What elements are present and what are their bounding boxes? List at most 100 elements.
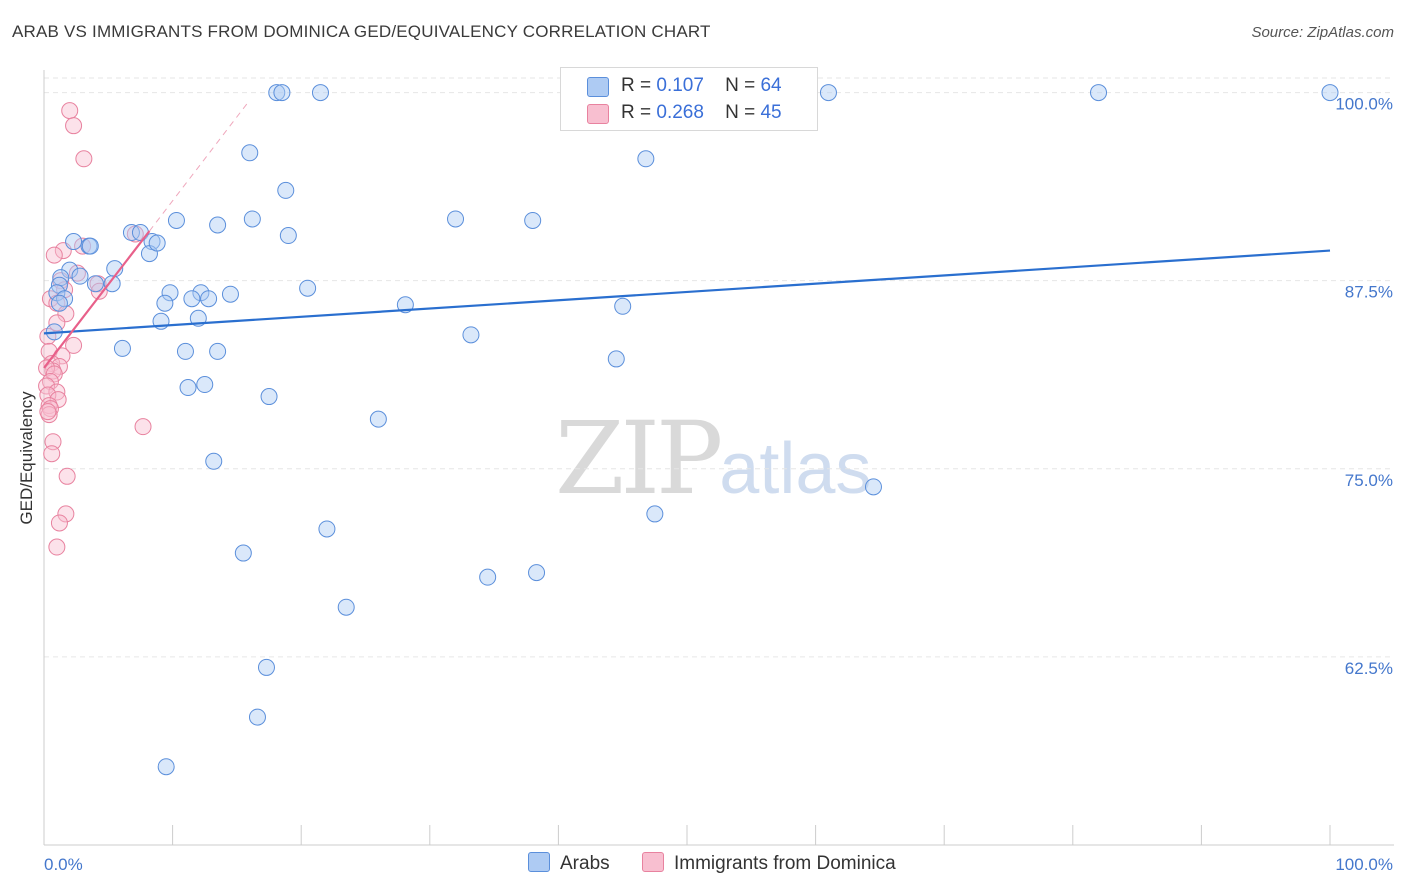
arabs-point [148, 234, 166, 252]
y-tick-label: 62.5% [1345, 659, 1393, 678]
arabs-point [447, 210, 465, 228]
arabs-point [209, 342, 227, 360]
chart-title: ARAB VS IMMIGRANTS FROM DOMINICA GED/EQU… [12, 22, 711, 41]
arabs-point [819, 84, 837, 102]
legend-r-label: R = [621, 75, 652, 96]
watermark-zip: ZIP [555, 400, 723, 517]
dominica-point [50, 514, 68, 532]
arabs-point [311, 84, 329, 102]
arabs-point [277, 181, 295, 199]
dominica-point [57, 505, 75, 523]
legend-swatch-dominica [587, 104, 609, 124]
arabs-point [234, 544, 252, 562]
arabs-point [157, 758, 175, 776]
dominica-trend-extension [149, 99, 251, 232]
axes [43, 70, 1394, 846]
arabs-point [607, 350, 625, 368]
arabs-point [279, 227, 297, 245]
dominica-point [48, 538, 66, 556]
dominica-point [38, 377, 56, 395]
legend-r-value-arabs: 0.107 [656, 75, 704, 96]
bottom-legend-label-arabs: Arabs [560, 853, 610, 874]
arabs-point [81, 237, 99, 255]
arabs-point [243, 210, 261, 228]
arabs-point [369, 410, 387, 428]
arabs-point [167, 211, 185, 229]
x-tick-label-min: 0.0% [44, 855, 83, 874]
arabs-point [318, 520, 336, 538]
dominica-point [41, 400, 59, 418]
arabs-point [299, 279, 317, 297]
stats-legend: R = 0.107 N = 64 R = 0.268 N = 45 [560, 67, 818, 131]
arabs-point [273, 84, 291, 102]
legend-n-value-arabs: 64 [760, 75, 782, 96]
arabs-point [86, 275, 104, 293]
bottom-legend-arabs: Arabs [528, 852, 610, 875]
arabs-point [528, 564, 546, 582]
axis-labels: 62.5% 75.0% 87.5% 100.0% 0.0% 100.0% GED/Equiv… [17, 95, 1393, 874]
arabs-point [176, 342, 194, 360]
y-tick-label: 75.0% [1345, 471, 1393, 490]
y-tick-label: 100.0% [1335, 95, 1393, 114]
arabs-point [179, 379, 197, 397]
arabs-point [56, 290, 74, 308]
dominica-point [39, 403, 57, 421]
dominica-point [65, 117, 83, 135]
arabs-point [462, 326, 480, 344]
dominica-point [65, 336, 83, 354]
arabs-point [205, 452, 223, 470]
bottom-legend-dominica: Immigrants from Dominica [642, 852, 896, 875]
arabs-point [183, 290, 201, 308]
dominica-point [58, 467, 76, 485]
arabs-point [637, 150, 655, 168]
arabs-point [268, 84, 286, 102]
x-tick-label-max: 100.0% [1335, 855, 1393, 874]
legend-r-label: R = [621, 102, 652, 123]
arabs-point [65, 233, 83, 251]
arabs-point [257, 658, 275, 676]
dominica-point [61, 102, 79, 120]
legend-n-label: N = [725, 75, 756, 96]
legend-n-label: N = [725, 102, 756, 123]
dominica-point [40, 397, 58, 415]
bottom-legend-swatch-dominica [642, 852, 664, 872]
dominica-point [45, 246, 63, 264]
arabs-point [524, 211, 542, 229]
legend-n-value-dominica: 45 [760, 102, 782, 123]
dominica-point [40, 406, 58, 424]
arabs-point [241, 144, 259, 162]
bottom-legend-swatch-arabs [528, 852, 550, 872]
dominica-point [43, 445, 61, 463]
dominica-trend-line [43, 230, 151, 369]
arabs-point [103, 275, 121, 293]
bottom-legend-label-dominica: Immigrants from Dominica [674, 853, 896, 874]
arabs-point [1090, 84, 1108, 102]
arabs-point [221, 285, 239, 303]
arabs-trend-line [43, 249, 1331, 335]
arabs-point [122, 224, 140, 242]
arabs-point [71, 267, 89, 285]
series-arabs-points [45, 84, 1339, 776]
legend-r-value-dominica: 0.268 [656, 102, 704, 123]
arabs-point [156, 294, 174, 312]
arabs-point [113, 339, 131, 357]
arabs-point [1321, 84, 1339, 102]
source-label: Source: ZipAtlas.com [1251, 24, 1394, 41]
dominica-point [75, 150, 93, 168]
arabs-point [248, 708, 266, 726]
arabs-point [50, 294, 68, 312]
arabs-point [200, 290, 218, 308]
arabs-point [260, 388, 278, 406]
y-tick-label: 87.5% [1345, 283, 1393, 302]
arabs-point [646, 505, 664, 523]
trend-lines [43, 99, 1331, 369]
arabs-point [337, 598, 355, 616]
arabs-point [209, 216, 227, 234]
legend-swatch-arabs [587, 77, 609, 97]
gridlines [44, 77, 1394, 658]
series-dominica-points [38, 102, 152, 556]
dominica-point [57, 305, 75, 323]
arabs-point [161, 284, 179, 302]
y-axis-label: GED/Equivalency [17, 391, 36, 525]
